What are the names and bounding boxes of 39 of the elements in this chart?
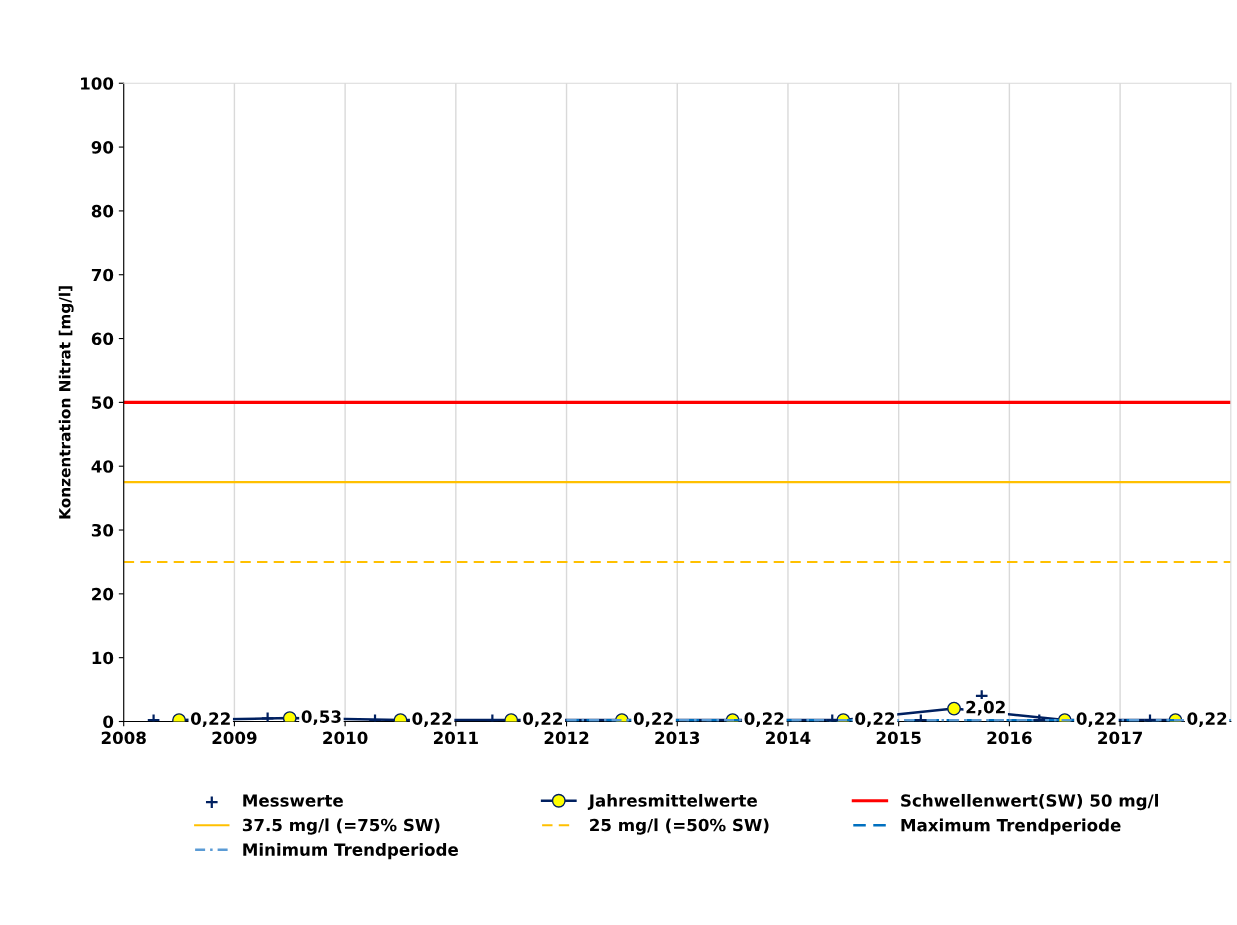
legend-label: Jahresmittelwerte [587,793,757,810]
data-label: 0,22 [412,712,452,728]
data-label: 0,22 [855,712,895,728]
legend-label: Maximum Trendperiode [901,818,1121,835]
x-tick-label: 2017 [1098,731,1142,745]
y-tick-label: 60 [91,332,114,346]
data-label: 0,22 [523,712,562,728]
x-tick-label: 2009 [212,731,257,745]
data-label: 2,02 [966,700,1005,716]
legend-label: Minimum Trendperiode [243,843,458,860]
data-label: 0,22 [633,712,673,728]
y-tick-label: 50 [92,396,114,409]
y-tick-label: 80 [91,204,114,218]
legend-label: Schwellenwert(SW) 50 mg/l [901,793,1158,811]
x-tick-label: 2008 [101,731,146,745]
y-axis-title: Konzentration Nitrat [mg/l] [58,286,74,519]
x-tick-label: 2016 [987,731,1032,745]
legend-label: Messwerte [243,794,343,807]
data-label: 0,22 [744,712,784,728]
y-tick-label: 40 [91,460,114,473]
x-tick-label: 2015 [876,731,921,745]
legend-label: 37.5 mg/l (=75% SW) [242,818,440,835]
y-tick-label: 90 [91,141,114,154]
legend-label: 25 mg/l (=50% SW) [590,818,769,835]
y-tick-label: 0 [103,715,114,729]
data-label: 0,53 [301,710,341,726]
data-label: 0,22 [1076,712,1116,728]
y-tick-label: 100 [81,77,114,90]
y-tick-label: 70 [91,268,114,282]
data-label: 0,22 [1187,712,1227,728]
x-tick-label: 2014 [766,731,811,745]
x-tick-label: 2013 [655,731,700,745]
x-tick-label: 2011 [433,731,478,745]
data-label: 0,22 [190,712,230,728]
y-tick-label: 10 [92,651,114,665]
y-tick-label: 20 [92,587,114,601]
y-tick-label: 30 [91,523,114,537]
x-tick-label: 2012 [544,731,589,745]
x-tick-label: 2010 [323,731,368,745]
